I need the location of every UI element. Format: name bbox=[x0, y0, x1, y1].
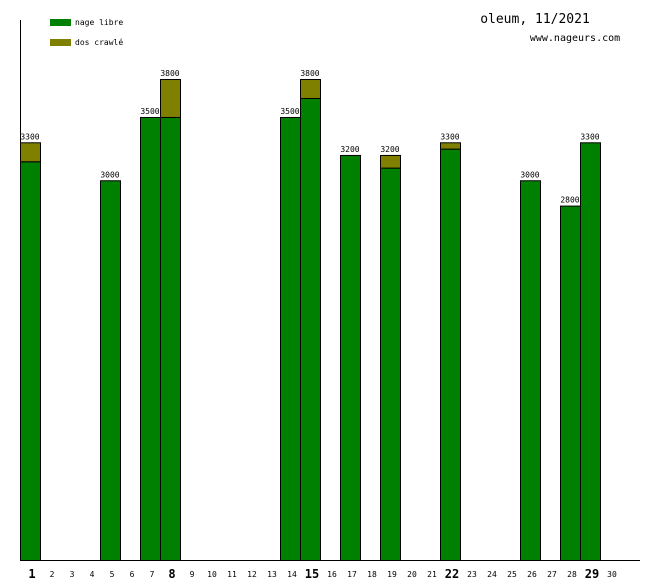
bar-nage-libre-day-29 bbox=[580, 142, 601, 562]
x-tick-label-11: 11 bbox=[227, 570, 237, 579]
site-url: www.nageurs.com bbox=[530, 33, 620, 44]
data-label-day-15: 3800 bbox=[300, 69, 319, 78]
x-tick-label-22: 22 bbox=[445, 567, 459, 580]
chart-title: oleum, 11/2021 bbox=[480, 12, 590, 27]
bar-dos-crawle-day-19 bbox=[380, 154, 401, 169]
x-tick-label-24: 24 bbox=[487, 570, 497, 579]
x-tick-label-18: 18 bbox=[367, 570, 377, 579]
data-label-day-1: 3300 bbox=[20, 132, 39, 141]
x-tick-label-3: 3 bbox=[70, 570, 75, 579]
x-tick-label-7: 7 bbox=[150, 570, 155, 579]
x-tick-label-28: 28 bbox=[567, 570, 577, 579]
legend-swatch-nage-libre bbox=[50, 19, 71, 26]
data-label-day-19: 3200 bbox=[380, 145, 399, 154]
x-tick-label-9: 9 bbox=[190, 570, 195, 579]
x-tick-label-16: 16 bbox=[327, 570, 337, 579]
data-label-day-8: 3800 bbox=[160, 69, 179, 78]
data-label-day-28: 2800 bbox=[560, 196, 579, 205]
bar-dos-crawle-day-8 bbox=[160, 79, 181, 118]
bar-nage-libre-day-19 bbox=[380, 167, 401, 562]
bar-nage-libre-day-26 bbox=[520, 180, 541, 561]
x-tick-label-8: 8 bbox=[168, 567, 175, 580]
x-tick-label-29: 29 bbox=[585, 567, 599, 580]
bar-nage-libre-day-14 bbox=[280, 116, 301, 561]
bar-nage-libre-day-8 bbox=[160, 116, 181, 561]
data-label-day-22: 3300 bbox=[440, 132, 459, 141]
x-tick-label-15: 15 bbox=[305, 567, 319, 580]
x-tick-label-25: 25 bbox=[507, 570, 517, 579]
data-label-day-14: 3500 bbox=[280, 107, 299, 116]
x-tick-label-17: 17 bbox=[347, 570, 357, 579]
x-tick-label-20: 20 bbox=[407, 570, 417, 579]
x-tick-label-4: 4 bbox=[90, 570, 95, 579]
x-tick-label-14: 14 bbox=[287, 570, 297, 579]
x-tick-label-5: 5 bbox=[110, 570, 115, 579]
bar-dos-crawle-day-22 bbox=[440, 142, 461, 150]
bar-nage-libre-day-28 bbox=[560, 205, 581, 561]
data-label-day-5: 3000 bbox=[100, 170, 119, 179]
bar-dos-crawle-day-15 bbox=[300, 79, 321, 99]
bar-nage-libre-day-7 bbox=[140, 116, 161, 561]
data-label-day-17: 3200 bbox=[340, 145, 359, 154]
x-tick-label-1: 1 bbox=[28, 567, 35, 580]
legend-swatch-dos-crawle bbox=[50, 39, 71, 46]
x-tick-label-30: 30 bbox=[607, 570, 617, 579]
bar-dos-crawle-day-1 bbox=[20, 142, 41, 163]
x-tick-label-6: 6 bbox=[130, 570, 135, 579]
data-label-day-29: 3300 bbox=[580, 132, 599, 141]
bar-nage-libre-day-15 bbox=[300, 97, 321, 561]
x-tick-label-27: 27 bbox=[547, 570, 557, 579]
bar-nage-libre-day-22 bbox=[440, 148, 461, 562]
x-tick-label-13: 13 bbox=[267, 570, 277, 579]
data-label-day-7: 3500 bbox=[140, 107, 159, 116]
bar-nage-libre-day-5 bbox=[100, 180, 121, 561]
x-tick-label-19: 19 bbox=[387, 570, 397, 579]
x-tick-label-26: 26 bbox=[527, 570, 537, 579]
x-tick-label-21: 21 bbox=[427, 570, 437, 579]
bar-nage-libre-day-1 bbox=[20, 161, 41, 562]
data-label-day-26: 3000 bbox=[520, 170, 539, 179]
bar-nage-libre-day-17 bbox=[340, 154, 361, 562]
legend-label-nage-libre: nage libre bbox=[75, 18, 123, 27]
x-tick-label-10: 10 bbox=[207, 570, 217, 579]
x-tick-label-23: 23 bbox=[467, 570, 477, 579]
x-tick-label-12: 12 bbox=[247, 570, 257, 579]
x-tick-label-2: 2 bbox=[50, 570, 55, 579]
legend-label-dos-crawle: dos crawlé bbox=[75, 37, 123, 47]
